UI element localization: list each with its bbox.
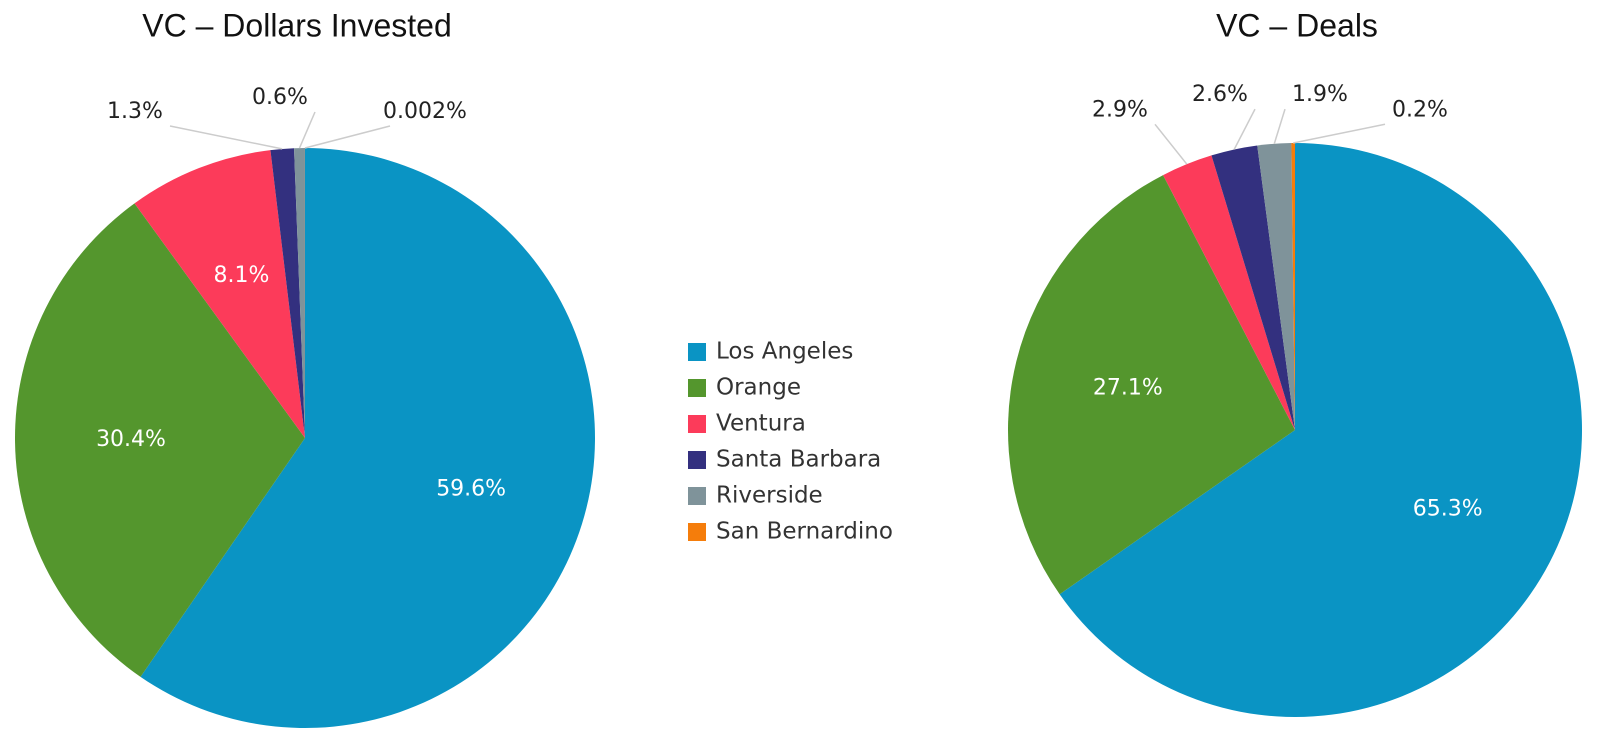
- pie-slice: [1007, 175, 1295, 595]
- legend-swatch: [688, 415, 706, 433]
- slice-label: 30.4%: [96, 427, 166, 452]
- slice-label: 0.002%: [383, 99, 467, 124]
- leader-line: [1154, 123, 1188, 165]
- pie-slice: [1163, 155, 1295, 430]
- legend-label: Orange: [716, 375, 801, 401]
- legend-label: Santa Barbara: [716, 447, 881, 473]
- slice-label: 1.9%: [1292, 82, 1348, 107]
- pie-slice: [140, 148, 595, 728]
- legend-swatch: [688, 451, 706, 469]
- slice-label: 2.6%: [1192, 82, 1248, 107]
- slice-label: 27.1%: [1093, 376, 1163, 401]
- pie-slice: [1291, 143, 1295, 430]
- leader-line: [298, 111, 316, 149]
- slice-label: 8.1%: [213, 263, 269, 288]
- pie-slice: [134, 150, 305, 438]
- slice-label: 0.6%: [252, 85, 308, 110]
- slice-label: 1.3%: [107, 99, 163, 124]
- pie-slice: [1059, 143, 1582, 717]
- legend-label: Riverside: [716, 483, 823, 509]
- legend-label: San Bernardino: [716, 519, 893, 545]
- chart-title: VC – Dollars Invested: [142, 7, 451, 43]
- legend-label: Los Angeles: [716, 339, 853, 365]
- slice-label: 65.3%: [1413, 497, 1483, 522]
- legend-swatch: [688, 343, 706, 361]
- leader-line: [1293, 123, 1386, 144]
- pie-slice: [1257, 143, 1295, 431]
- slice-label: 59.6%: [436, 477, 506, 502]
- legend-label: Ventura: [716, 411, 806, 437]
- chart-title: VC – Deals: [1216, 7, 1378, 43]
- pie-slice: [294, 148, 305, 438]
- legend-swatch: [688, 523, 706, 541]
- leader-line: [1233, 108, 1256, 150]
- leader-line: [1273, 108, 1286, 144]
- legend-swatch: [688, 379, 706, 397]
- slice-label: 2.9%: [1092, 97, 1148, 122]
- legend-swatch: [688, 487, 706, 505]
- pie-slice: [270, 148, 305, 438]
- pie-slice: [14, 203, 306, 677]
- leader-line: [169, 125, 283, 150]
- slice-label: 0.2%: [1392, 97, 1448, 122]
- pie-slice: [1211, 145, 1295, 431]
- leader-line: [304, 125, 391, 149]
